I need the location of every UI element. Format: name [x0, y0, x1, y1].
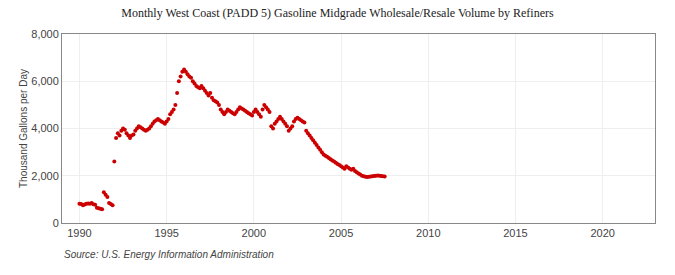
- svg-text:2005: 2005: [329, 227, 353, 239]
- svg-text:2020: 2020: [590, 227, 614, 239]
- svg-text:2010: 2010: [416, 227, 440, 239]
- svg-text:4,000: 4,000: [31, 122, 59, 134]
- svg-text:2000: 2000: [242, 227, 266, 239]
- svg-text:Thousand Gallons per Day: Thousand Gallons per Day: [18, 69, 29, 188]
- svg-text:0: 0: [53, 217, 59, 229]
- svg-text:1990: 1990: [67, 227, 91, 239]
- svg-text:6,000: 6,000: [31, 75, 59, 87]
- svg-text:8,000: 8,000: [31, 28, 59, 40]
- svg-text:2,000: 2,000: [31, 170, 59, 182]
- svg-text:2015: 2015: [503, 227, 527, 239]
- svg-text:Monthly West Coast (PADD 5) Ga: Monthly West Coast (PADD 5) Gasoline Mid…: [121, 6, 554, 20]
- svg-text:1995: 1995: [154, 227, 178, 239]
- svg-text:Source: U.S. Energy Informatio: Source: U.S. Energy Information Administ…: [64, 249, 274, 260]
